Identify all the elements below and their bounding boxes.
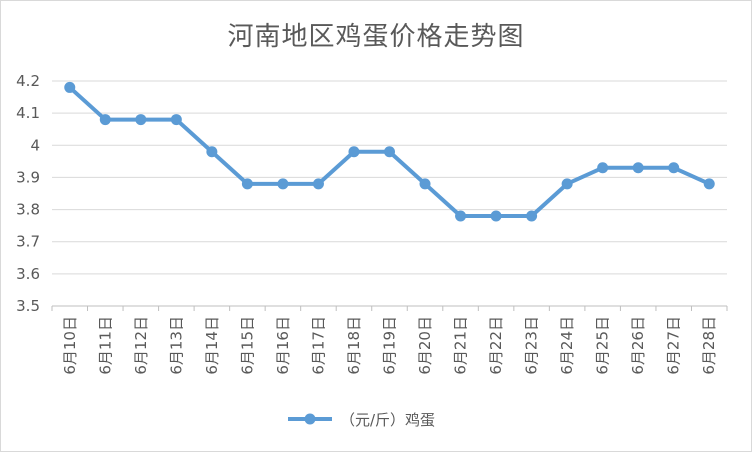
x-tick-label: 6月15日 [238, 316, 256, 375]
y-tick-label: 3.9 [16, 168, 40, 186]
chart-title: 河南地区鸡蛋价格走势图 [227, 22, 525, 52]
x-tick-label: 6月24日 [558, 316, 576, 375]
x-tick-label: 6月19日 [381, 316, 399, 375]
x-axis-ticks: 6月10日 6月11日 6月12日 6月13日 6月14日 6月15日 6月16日 6月17日… [51, 306, 728, 375]
x-tick-label: 6月25日 [594, 316, 612, 375]
series-layer [64, 81, 715, 222]
x-tick-label: 6月21日 [452, 316, 470, 375]
legend-marker [304, 413, 316, 425]
data-point [277, 178, 289, 190]
data-point [135, 114, 147, 126]
y-tick-label: 3.7 [16, 233, 40, 251]
y-axis-ticks: 3.5 3.6 3.7 3.8 3.9 4 4.1 4.2 [16, 72, 40, 315]
legend-label: （元/斤）鸡蛋 [340, 411, 435, 429]
data-point [312, 178, 324, 190]
y-tick-label: 4.2 [16, 72, 40, 90]
x-tick-label: 6月12日 [132, 316, 150, 375]
y-tick-label: 4.1 [16, 104, 40, 122]
data-point [490, 210, 502, 222]
data-point [64, 81, 76, 93]
x-tick-label: 6月13日 [167, 316, 185, 375]
gridlines [52, 80, 727, 307]
y-tick-label: 3.5 [16, 297, 40, 315]
data-point [526, 210, 538, 222]
x-tick-label: 6月26日 [629, 316, 647, 375]
data-point [384, 146, 395, 158]
x-tick-label: 6月10日 [61, 316, 79, 375]
x-tick-label: 6月14日 [203, 316, 221, 375]
legend: （元/斤）鸡蛋 [288, 411, 435, 429]
data-point [419, 178, 431, 190]
x-tick-label: 6月28日 [700, 316, 718, 375]
x-tick-label: 6月16日 [274, 316, 292, 375]
data-point [206, 146, 218, 158]
data-point [170, 114, 182, 126]
y-tick-label: 3.6 [16, 265, 40, 283]
data-point [348, 146, 360, 158]
y-tick-label: 4 [30, 136, 40, 154]
x-tick-label: 6月20日 [416, 316, 434, 375]
data-point [241, 178, 253, 190]
x-tick-label: 6月11日 [96, 316, 114, 375]
x-tick-label: 6月17日 [309, 316, 327, 375]
data-point [632, 162, 644, 174]
data-point [703, 178, 715, 190]
x-tick-label: 6月23日 [523, 316, 541, 375]
y-tick-label: 3.8 [16, 201, 40, 219]
data-point [597, 162, 609, 174]
x-tick-label: 6月18日 [345, 316, 363, 375]
data-point [99, 114, 111, 126]
data-point [668, 162, 680, 174]
data-point [561, 178, 573, 190]
data-point [455, 210, 467, 222]
x-tick-label: 6月22日 [487, 316, 505, 375]
x-tick-label: 6月27日 [665, 316, 683, 375]
